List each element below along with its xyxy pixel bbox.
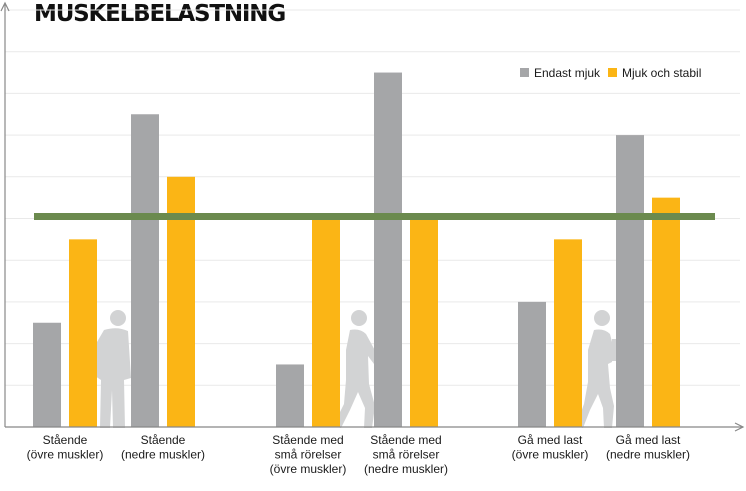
bar-mjuk-och-stabil [652,197,680,427]
category-label: Stående (nedre muskler) [121,433,205,462]
category-label-line: Stående [141,433,186,447]
bar-endast-mjuk [518,301,546,427]
category-label: Gå med last (nedre muskler) [606,433,690,462]
category-label-line: Gå med last [518,433,583,447]
category-label-line: små rörelser [373,448,440,462]
x-axis-arrow [734,422,745,432]
category-label: Stående (övre muskler) [27,433,104,462]
bars [33,72,680,428]
bar-endast-mjuk [276,364,304,427]
legend-label: Endast mjuk [534,66,601,80]
category-label: Stående med små rörelser (nedre muskler) [364,433,448,476]
legend-swatch [520,68,529,77]
bar-endast-mjuk [616,135,644,427]
category-label-line: Stående med [370,433,441,447]
person-standing-icon [95,310,131,428]
legend-label: Mjuk och stabil [622,66,701,80]
category-label: Gå med last (övre muskler) [512,433,589,462]
category-label-line: (övre muskler) [27,448,104,462]
x-axis-labels: Stående (övre muskler)Stående (nedre muskl… [27,433,690,476]
category-label-line: (nedre muskler) [364,462,448,476]
bar-mjuk-och-stabil [312,218,340,427]
category-label-line: Stående med [272,433,343,447]
category-label-line: (övre muskler) [270,462,347,476]
category-label: Stående med små rörelser (övre muskler) [270,433,347,476]
category-label-line: små rörelser [275,448,342,462]
bar-endast-mjuk [131,114,159,427]
category-label-line: Gå med last [616,433,681,447]
bar-mjuk-och-stabil [410,218,438,427]
bar-mjuk-och-stabil [554,239,582,427]
legend-swatch [608,68,617,77]
bar-endast-mjuk [33,322,61,427]
chart-title: MUSKELBELASTNING [34,1,286,27]
y-axis-arrow [0,1,10,12]
category-label-line: (övre muskler) [512,448,589,462]
person-walking-icon [333,310,392,428]
legend: Endast mjuk Mjuk och stabil [520,66,701,80]
bar-mjuk-och-stabil [69,239,97,427]
category-label-line: (nedre muskler) [121,448,205,462]
bar-endast-mjuk [374,72,402,428]
category-label-line: Stående [43,433,88,447]
category-label-line: (nedre muskler) [606,448,690,462]
axes [0,1,745,432]
